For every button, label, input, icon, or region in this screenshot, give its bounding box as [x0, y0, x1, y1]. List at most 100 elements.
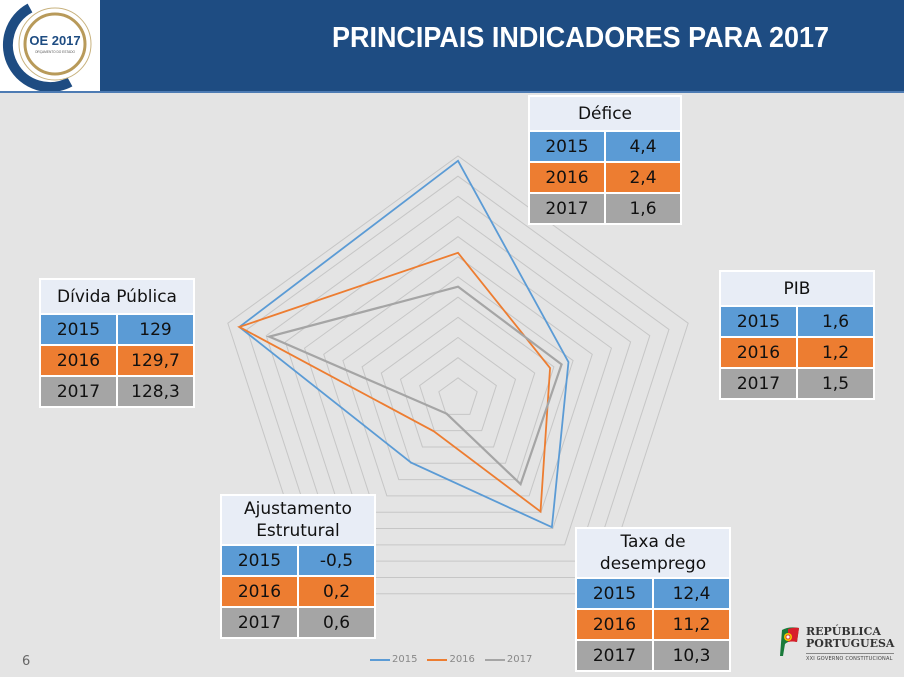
value-cell: 0,2	[297, 575, 376, 608]
radar-series	[237, 159, 570, 529]
grid-ring	[342, 276, 574, 497]
table-pib: PIB 2015 1,6 2016 1,2 2017 1,5	[719, 270, 875, 400]
legend-line-2015	[370, 658, 390, 661]
table-divida-publica: Dívida Pública 2015 129 2016 129,7 2017 128…	[39, 278, 195, 408]
table-title-line2: desemprego	[599, 554, 707, 574]
value-cell: 2,4	[604, 161, 682, 194]
brand-line2: PORTUGUESA	[806, 637, 895, 650]
table-title-line2: Estrutural	[256, 521, 340, 541]
value-cell: 1,5	[796, 367, 875, 400]
table-title: Défice	[528, 95, 682, 132]
table-title: Taxa de desemprego	[575, 527, 731, 579]
table-title: PIB	[719, 270, 875, 307]
year-cell: 2015	[528, 130, 606, 163]
header-divider	[0, 91, 904, 93]
republica-portuguesa-logo: REPÚBLICA PORTUGUESA	[806, 626, 894, 650]
oe2017-logo: OE 2017 ORÇAMENTO DO ESTADO	[0, 0, 100, 93]
page-title: PRINCIPAIS INDICADORES PARA 2017	[332, 22, 830, 54]
series-line-2017	[265, 285, 563, 487]
year-cell: 2015	[719, 305, 798, 338]
grid-ring	[246, 175, 670, 578]
series-line-2016	[237, 251, 551, 514]
table-title-line1: Taxa de	[620, 532, 686, 552]
year-cell: 2016	[575, 608, 654, 641]
legend-item-2015: 2015	[370, 654, 417, 665]
table-row: 2017 10,3	[575, 639, 731, 672]
table-title: Dívida Pública	[39, 278, 195, 315]
table-row: 2017 0,6	[220, 606, 376, 639]
value-cell: 10,3	[652, 639, 731, 672]
table-defice: Défice 2015 4,4 2016 2,4 2017 1,6	[528, 95, 682, 225]
table-row: 2016 11,2	[575, 608, 731, 641]
table-row: 2017 1,6	[528, 192, 682, 225]
value-cell: 4,4	[604, 130, 682, 163]
year-cell: 2015	[39, 313, 118, 346]
table-taxa-desemprego: Taxa de desemprego 2015 12,4 2016 11,2 2017…	[575, 527, 731, 672]
grid-ring	[265, 195, 651, 562]
year-cell: 2017	[575, 639, 654, 672]
logo-subtext: ORÇAMENTO DO ESTADO	[35, 50, 76, 54]
year-cell: 2016	[528, 161, 606, 194]
table-row: 2017 128,3	[39, 375, 195, 408]
grid-ring	[303, 236, 613, 530]
legend-label: 2015	[392, 654, 418, 665]
table-row: 2016 0,2	[220, 575, 376, 608]
table-title: Ajustamento Estrutural	[220, 494, 376, 546]
page-number: 6	[22, 654, 31, 669]
table-ajustamento-estrutural: Ajustamento Estrutural 2015 -0,5 2016 0,2 2…	[220, 494, 376, 639]
legend-line-2017	[484, 658, 505, 661]
brand-line1: REPÚBLICA	[806, 625, 881, 638]
table-row: 2015 129	[39, 313, 195, 346]
grid-ring	[419, 357, 497, 432]
header-bar	[0, 0, 904, 91]
series-line-2015	[237, 159, 570, 529]
value-cell: 128,3	[116, 375, 195, 408]
table-row: 2016 2,4	[528, 161, 682, 194]
grid-ring	[323, 256, 593, 513]
table-row: 2015 4,4	[528, 130, 682, 163]
value-cell: 1,2	[796, 336, 875, 369]
value-cell: 1,6	[604, 192, 682, 225]
brand-subtitle: XXI GOVERNO CONSTITUCIONAL	[806, 653, 894, 662]
grid-ring	[227, 155, 689, 595]
year-cell: 2016	[39, 344, 118, 377]
chart-legend: 2015 2016 2017	[370, 654, 532, 665]
year-cell: 2016	[220, 575, 299, 608]
value-cell: 0,6	[297, 606, 376, 639]
legend-label: 2016	[449, 654, 475, 665]
table-row: 2016 129,7	[39, 344, 195, 377]
grid-ring	[361, 296, 555, 481]
republica-portuguesa-flag-icon	[780, 627, 799, 656]
year-cell: 2017	[39, 375, 118, 408]
value-cell: 129,7	[116, 344, 195, 377]
legend-line-2016	[427, 658, 448, 661]
radar-grid	[227, 155, 689, 595]
grid-ring	[284, 215, 632, 546]
year-cell: 2016	[719, 336, 798, 369]
oe2017-logo-icon: OE 2017 ORÇAMENTO DO ESTADO	[3, 3, 92, 93]
value-cell: 12,4	[652, 577, 731, 610]
value-cell: -0,5	[297, 544, 376, 577]
legend-label: 2017	[506, 654, 533, 665]
value-cell: 1,6	[796, 305, 875, 338]
year-cell: 2017	[719, 367, 798, 400]
table-row: 2016 1,2	[719, 336, 875, 369]
table-title-line1: Ajustamento	[244, 499, 352, 519]
grid-ring	[399, 336, 517, 448]
legend-item-2017: 2017	[484, 654, 533, 665]
year-cell: 2015	[220, 544, 299, 577]
year-cell: 2017	[220, 606, 299, 639]
value-cell: 11,2	[652, 608, 731, 641]
table-row: 2017 1,5	[719, 367, 875, 400]
grid-ring	[380, 316, 536, 464]
table-row: 2015 12,4	[575, 577, 731, 610]
logo-text: OE 2017	[29, 33, 80, 48]
grid-ring	[438, 377, 478, 415]
legend-item-2016: 2016	[427, 654, 475, 665]
table-row: 2015 1,6	[719, 305, 875, 338]
year-cell: 2015	[575, 577, 654, 610]
table-row: 2015 -0,5	[220, 544, 376, 577]
year-cell: 2017	[528, 192, 606, 225]
value-cell: 129	[116, 313, 195, 346]
